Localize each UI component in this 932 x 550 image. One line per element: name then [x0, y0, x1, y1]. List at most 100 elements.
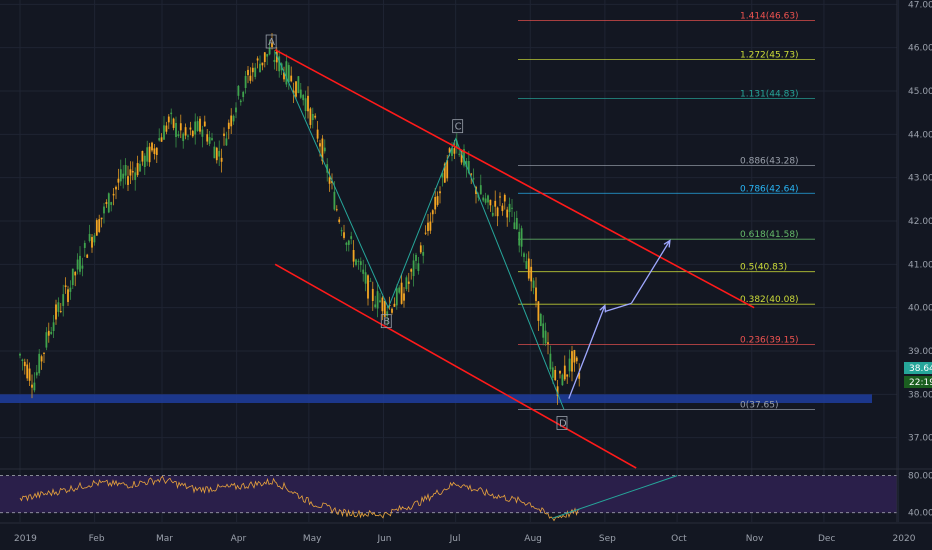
candle-body — [127, 176, 129, 185]
candle-body — [345, 242, 348, 245]
candle-body — [343, 232, 345, 238]
fib-level-label: 0.382(40.08) — [740, 295, 799, 305]
candle-body — [287, 65, 290, 82]
candle-body — [484, 198, 487, 203]
candle-body — [131, 171, 134, 173]
candle-body — [527, 258, 530, 279]
candle-body — [429, 221, 432, 231]
candle-body — [335, 209, 338, 211]
candle-body — [347, 240, 350, 245]
y-tick-label: 45.00 — [908, 87, 932, 97]
y-tick-label: 39.00 — [908, 347, 932, 357]
candle-body — [285, 61, 288, 85]
candle-body — [31, 384, 33, 388]
candle-body — [467, 161, 470, 173]
candle-body — [489, 199, 492, 206]
fib-level-label: 0.5(40.83) — [740, 263, 787, 273]
y-tick-label: 38.00 — [908, 390, 932, 400]
candle-body — [547, 342, 549, 344]
candle-body — [136, 163, 139, 176]
candle-body — [309, 108, 312, 125]
candle-body — [235, 107, 237, 113]
candle-body — [191, 130, 194, 137]
candle-body — [283, 72, 285, 80]
candle-body — [448, 148, 451, 153]
rsi-panel: 80.00 40.00 — [0, 472, 932, 522]
rsi-tick-label: 80.00 — [908, 472, 932, 482]
candle-body — [302, 94, 305, 101]
candle-body — [415, 254, 417, 261]
candle-body — [323, 147, 326, 152]
candle-body — [578, 372, 581, 379]
x-tick-label: 2020 — [893, 534, 916, 544]
candle-body — [23, 361, 26, 367]
wave-lines — [274, 51, 565, 410]
time-badge: 22:19 — [909, 378, 932, 388]
candle-body — [419, 245, 422, 253]
candle-body — [122, 173, 125, 179]
fib-level-label: 0.886(43.28) — [740, 157, 799, 167]
candle-body — [328, 177, 331, 184]
y-tick-label: 43.00 — [908, 174, 932, 184]
candle-body — [189, 127, 192, 130]
candle-body — [59, 311, 62, 313]
candle-body — [575, 357, 578, 362]
candle-body — [422, 252, 425, 256]
candle-body — [556, 386, 559, 397]
candle-body — [33, 382, 36, 391]
candle-body — [460, 151, 463, 163]
candle-body — [290, 75, 293, 82]
candle-body — [549, 353, 552, 370]
candle-body — [515, 217, 518, 230]
candle-body — [93, 235, 96, 243]
candle-body — [357, 260, 360, 262]
projection-link — [604, 302, 632, 313]
candle-body — [503, 194, 506, 202]
candle-body — [367, 275, 369, 299]
candle-body — [333, 191, 336, 210]
channel-lower-line — [274, 263, 637, 469]
candle-body — [271, 43, 273, 48]
candle-body — [441, 172, 444, 178]
candle-body — [424, 232, 427, 234]
candle-body — [563, 365, 566, 380]
candle-body — [21, 359, 24, 362]
candle-body — [124, 164, 127, 176]
projection-arrows — [568, 239, 671, 399]
fib-level-label: 0.786(42.64) — [740, 184, 799, 194]
candle-body — [379, 300, 381, 302]
candle-body — [434, 196, 437, 210]
candle-body — [247, 69, 249, 76]
candle-body — [487, 195, 489, 203]
candle-body — [237, 85, 240, 96]
projection-arrow-2 — [630, 240, 671, 304]
rsi-line — [19, 475, 580, 522]
candle-body — [86, 254, 89, 258]
candle-body — [551, 367, 554, 378]
candle-body — [182, 133, 185, 142]
candle-body — [263, 52, 266, 62]
candle-body — [112, 193, 115, 196]
candle-body — [187, 135, 189, 137]
candle-body — [172, 118, 175, 128]
candle-body — [340, 230, 343, 232]
candle-body — [28, 368, 31, 381]
candle-body — [76, 259, 79, 270]
candle-body — [410, 269, 413, 272]
candle-body — [537, 301, 540, 321]
candle-body — [304, 98, 307, 112]
candle-body — [544, 330, 547, 344]
candle-body — [62, 294, 65, 306]
candle-body — [561, 374, 564, 386]
candle-body — [439, 191, 441, 194]
candle-body — [155, 147, 158, 155]
candle-body — [268, 47, 271, 55]
candle-body — [307, 95, 309, 112]
candle-body — [160, 137, 163, 142]
candle-body — [458, 153, 461, 155]
candle-body — [314, 115, 317, 118]
wave-label-box — [452, 119, 464, 134]
candle-body — [220, 157, 223, 162]
wave-label-box — [265, 34, 277, 49]
